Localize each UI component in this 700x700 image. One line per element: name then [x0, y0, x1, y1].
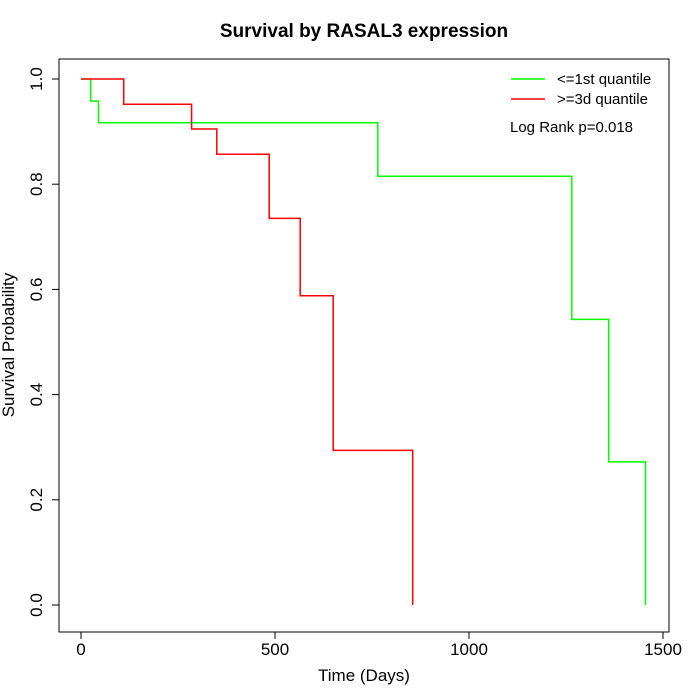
y-tick-label: 0.2	[27, 488, 46, 512]
x-axis: 0 500 1000 1500	[76, 631, 682, 659]
y-tick-label: 0.0	[27, 593, 46, 617]
chart-title: Survival by RASAL3 expression	[220, 21, 508, 42]
x-tick-label: 0	[76, 640, 85, 659]
y-tick-label: 0.6	[27, 278, 46, 302]
legend-label-1: >=3d quantile	[557, 91, 648, 108]
y-tick-label: 0.8	[27, 172, 46, 196]
y-axis-label: Survival Probability	[0, 272, 18, 417]
y-tick-label: 1.0	[27, 67, 46, 91]
x-tick-label: 1000	[450, 640, 488, 659]
x-axis-label: Time (Days)	[318, 666, 410, 685]
legend-label-0: <=1st quantile	[557, 71, 651, 88]
series-line-0	[81, 78, 647, 605]
series-line-1	[81, 78, 414, 605]
y-tick-label: 0.4	[27, 383, 46, 407]
legend: <=1st quantile >=3d quantile	[511, 71, 651, 108]
x-tick-label: 1500	[644, 640, 682, 659]
log-rank-annotation: Log Rank p=0.018	[510, 119, 633, 136]
y-axis: 0.0 0.2 0.4 0.6 0.8 1.0	[27, 67, 60, 617]
x-tick-label: 500	[261, 640, 289, 659]
series-layer	[81, 78, 647, 605]
